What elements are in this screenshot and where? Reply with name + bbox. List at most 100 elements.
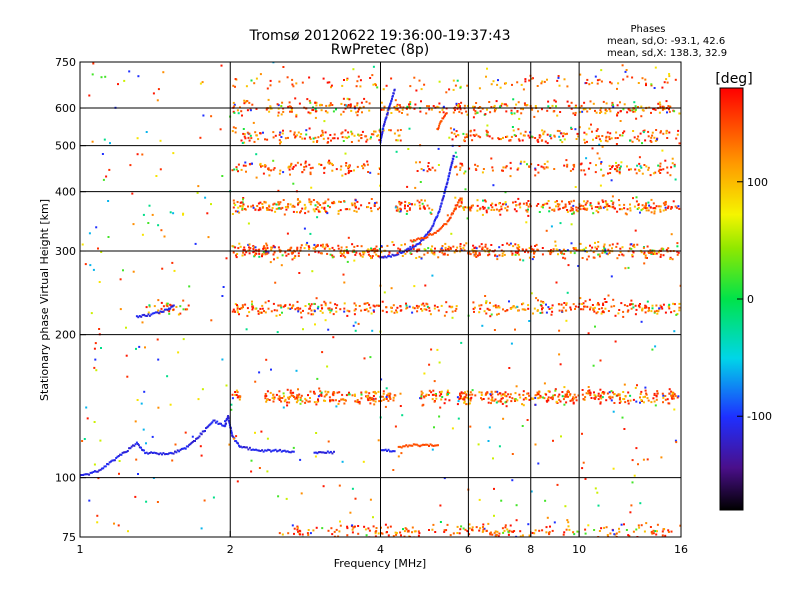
echo-point xyxy=(335,108,337,111)
echo-point xyxy=(424,199,426,202)
echo-point xyxy=(337,535,340,537)
echo-point xyxy=(617,164,620,167)
echo-point xyxy=(645,306,648,309)
echo-point xyxy=(508,243,511,246)
echo-point xyxy=(307,400,310,403)
echo-point xyxy=(343,310,346,313)
echo-point xyxy=(548,531,551,534)
echo-point xyxy=(240,168,243,171)
echo-point xyxy=(617,111,620,114)
trace-point xyxy=(438,228,441,231)
echo-point xyxy=(332,391,335,393)
echo-point xyxy=(418,204,421,207)
echo-point xyxy=(494,249,496,252)
echo-point xyxy=(290,162,293,165)
echo-point xyxy=(277,104,280,107)
echo-point xyxy=(309,112,312,115)
noise-point xyxy=(287,253,290,256)
echo-point xyxy=(674,394,677,397)
echo-point xyxy=(655,398,658,401)
noise-point xyxy=(560,435,562,438)
echo-point xyxy=(445,529,448,532)
echo-point xyxy=(599,112,601,114)
echo-point xyxy=(241,201,244,204)
echo-point xyxy=(337,402,340,405)
echo-point xyxy=(299,201,302,203)
echo-point xyxy=(390,310,393,313)
echo-point xyxy=(561,395,564,398)
echo-point xyxy=(394,394,397,397)
trace-point xyxy=(104,465,107,468)
echo-point xyxy=(162,305,165,308)
echo-point xyxy=(593,310,596,313)
echo-point xyxy=(504,207,507,210)
echo-point xyxy=(655,129,658,131)
echo-point xyxy=(396,108,399,111)
echo-point xyxy=(656,523,659,526)
echo-point xyxy=(232,251,235,254)
echo-point xyxy=(633,101,636,104)
trace-point xyxy=(230,432,233,435)
echo-point xyxy=(429,313,432,316)
trace-point xyxy=(228,419,230,422)
echo-point xyxy=(593,529,596,531)
echo-point xyxy=(634,108,637,111)
echo-point xyxy=(270,248,273,251)
trace-point xyxy=(434,444,436,447)
noise-point xyxy=(137,473,139,475)
echo-point xyxy=(468,167,471,170)
echo-point xyxy=(509,167,512,170)
echo-point xyxy=(671,397,674,400)
echo-point xyxy=(663,81,666,84)
echo-point xyxy=(420,395,423,398)
echo-point xyxy=(664,201,667,204)
trace-point xyxy=(313,451,316,454)
trace-point xyxy=(274,448,277,451)
trace-point xyxy=(447,219,450,222)
echo-point xyxy=(460,101,463,104)
noise-point xyxy=(162,71,165,74)
echo-point xyxy=(326,81,329,84)
trace-point xyxy=(440,226,443,229)
noise-point xyxy=(380,378,383,381)
echo-point xyxy=(657,164,660,167)
echo-point xyxy=(579,249,582,252)
echo-point xyxy=(374,83,377,85)
echo-point xyxy=(350,141,353,143)
trace-point xyxy=(432,224,435,227)
echo-point xyxy=(357,401,360,404)
trace-point xyxy=(319,451,322,454)
trace-point xyxy=(126,450,129,452)
echo-point xyxy=(314,204,317,207)
echo-point xyxy=(614,533,617,536)
echo-point xyxy=(482,168,485,170)
echo-point xyxy=(350,202,353,205)
noise-point xyxy=(85,406,88,409)
echo-point xyxy=(640,166,643,169)
echo-point xyxy=(546,142,549,145)
echo-point xyxy=(499,105,502,108)
noise-point xyxy=(394,425,397,428)
echo-point xyxy=(361,111,363,114)
echo-point xyxy=(609,532,612,535)
echo-point xyxy=(663,107,666,110)
echo-point xyxy=(538,136,541,139)
trace-point xyxy=(393,254,395,257)
echo-point xyxy=(248,101,251,104)
echo-point xyxy=(248,252,251,255)
echo-point xyxy=(375,253,378,256)
echo-point xyxy=(307,245,310,248)
echo-point xyxy=(666,81,669,84)
echo-point xyxy=(405,302,407,305)
echo-point xyxy=(608,205,610,207)
noise-point xyxy=(622,78,625,81)
noise-point xyxy=(230,408,233,411)
echo-point xyxy=(366,395,369,398)
echo-point xyxy=(541,108,543,111)
echo-point xyxy=(332,313,335,316)
trace-point xyxy=(201,430,204,433)
echo-point xyxy=(432,389,435,392)
echo-point xyxy=(565,159,568,162)
echo-point xyxy=(644,139,647,142)
